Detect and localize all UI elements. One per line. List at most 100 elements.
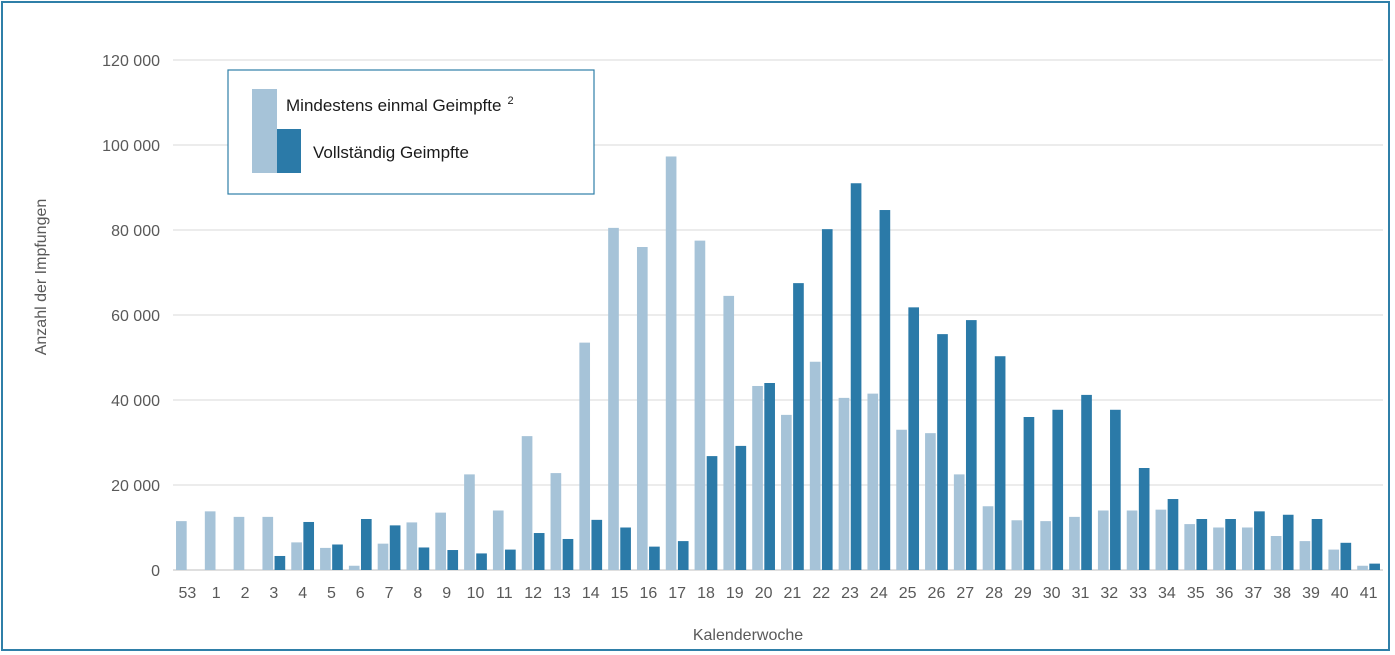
bar-first-dose [550, 473, 562, 570]
x-tick-label: 25 [899, 585, 917, 602]
bar-first-dose [492, 510, 504, 570]
x-tick-label: 6 [356, 585, 365, 602]
x-tick-label: 17 [668, 585, 686, 602]
bar-fully-vaccinated [1254, 511, 1265, 570]
bar-fully-vaccinated [821, 229, 833, 570]
y-tick-label: 60 000 [111, 308, 160, 325]
bar-fully-vaccinated [908, 307, 920, 570]
bar-fully-vaccinated [850, 183, 862, 570]
x-tick-label: 23 [841, 585, 859, 602]
x-tick-label: 19 [726, 585, 744, 602]
bar-fully-vaccinated [562, 538, 574, 570]
bar-first-dose [204, 511, 216, 570]
bar-fully-vaccinated [447, 550, 459, 570]
x-axis-title: Kalenderwoche [693, 627, 803, 644]
bar-first-dose [1184, 524, 1196, 570]
bar-fully-vaccinated [677, 541, 689, 570]
y-tick-label: 40 000 [111, 393, 160, 410]
bar-fully-vaccinated [591, 519, 603, 570]
bar-first-dose [320, 547, 331, 570]
bar-fully-vaccinated [1369, 563, 1380, 570]
x-tick-label: 24 [870, 585, 888, 602]
x-tick-label: 38 [1273, 585, 1291, 602]
bar-first-dose [1011, 520, 1023, 570]
x-tick-label: 9 [442, 585, 451, 602]
bar-first-dose [1155, 509, 1167, 570]
y-tick-label: 20 000 [111, 478, 160, 495]
bar-first-dose [809, 361, 821, 570]
bar-first-dose [233, 516, 245, 570]
bar-fully-vaccinated [965, 320, 977, 570]
x-tick-label: 1 [212, 585, 221, 602]
bar-first-dose [867, 393, 879, 570]
bar-fully-vaccinated [1081, 394, 1092, 570]
bar-fully-vaccinated [1167, 499, 1179, 570]
x-tick-label: 32 [1100, 585, 1118, 602]
x-tick-label: 4 [298, 585, 307, 602]
bar-fully-vaccinated [274, 555, 286, 570]
bar-first-dose [1357, 565, 1368, 570]
x-tick-label: 5 [327, 585, 336, 602]
bar-fully-vaccinated [735, 445, 747, 570]
bar-first-dose [1213, 527, 1224, 570]
x-tick-label: 36 [1216, 585, 1234, 602]
x-tick-label: 7 [385, 585, 394, 602]
bar-fully-vaccinated [994, 356, 1006, 570]
y-tick-label: 120 000 [102, 53, 160, 70]
x-tick-label: 12 [524, 585, 542, 602]
bar-first-dose [752, 385, 763, 570]
bar-fully-vaccinated [793, 283, 804, 570]
x-tick-label: 13 [553, 585, 571, 602]
bar-first-dose [521, 436, 533, 570]
bar-first-dose [665, 156, 677, 570]
x-tick-label: 40 [1331, 585, 1349, 602]
bar-fully-vaccinated [389, 525, 401, 570]
x-tick-label: 18 [697, 585, 715, 602]
bar-fully-vaccinated [1311, 519, 1323, 570]
bar-first-dose [579, 342, 591, 570]
bar-first-dose [1126, 510, 1138, 570]
bar-fully-vaccinated [706, 456, 718, 570]
legend-footnote-marker: 2 [507, 95, 513, 107]
x-tick-label: 22 [812, 585, 830, 602]
bar-fully-vaccinated [1196, 519, 1208, 570]
bar-fully-vaccinated [303, 521, 315, 570]
x-tick-label: 33 [1129, 585, 1147, 602]
x-tick-label: 35 [1187, 585, 1205, 602]
bar-first-dose [1270, 536, 1282, 570]
x-tick-label: 53 [179, 585, 197, 602]
x-tick-label: 21 [784, 585, 802, 602]
y-tick-label: 80 000 [111, 223, 160, 240]
bar-first-dose [348, 565, 360, 570]
bar-first-dose [1299, 541, 1311, 570]
x-tick-label: 28 [985, 585, 1003, 602]
bar-first-dose [1040, 521, 1051, 570]
legend-label-fully-vaccinated: Vollständig Geimpfte [313, 143, 469, 162]
legend-label-first-dose: Mindestens einmal Geimpfte 2 [286, 95, 514, 115]
bar-fully-vaccinated [533, 533, 545, 570]
bar-first-dose [982, 506, 994, 570]
x-tick-label: 20 [755, 585, 773, 602]
bar-fully-vaccinated [360, 519, 372, 570]
bar-first-dose [781, 414, 792, 570]
y-tick-label: 100 000 [102, 138, 160, 155]
bar-first-dose [262, 516, 274, 570]
bar-fully-vaccinated [937, 334, 948, 570]
y-axis-title: Anzahl der Impfungen [33, 199, 50, 356]
x-tick-label: 29 [1014, 585, 1032, 602]
legend-label-first-dose-text: Mindestens einmal Geimpfte [286, 96, 501, 115]
x-tick-label: 31 [1072, 585, 1090, 602]
bar-fully-vaccinated [1282, 514, 1294, 570]
bar-first-dose [291, 542, 302, 570]
bar-fully-vaccinated [418, 547, 430, 570]
bar-first-dose [1069, 516, 1080, 570]
x-tick-label: 41 [1360, 585, 1378, 602]
bar-first-dose [896, 429, 907, 570]
bar-fully-vaccinated [1340, 542, 1352, 570]
bar-fully-vaccinated [620, 527, 631, 570]
gridlines [173, 59, 1383, 571]
bar-fully-vaccinated [879, 210, 891, 570]
bar-first-dose [1097, 510, 1109, 570]
x-tick-label: 16 [639, 585, 657, 602]
bar-fully-vaccinated [1225, 519, 1236, 570]
